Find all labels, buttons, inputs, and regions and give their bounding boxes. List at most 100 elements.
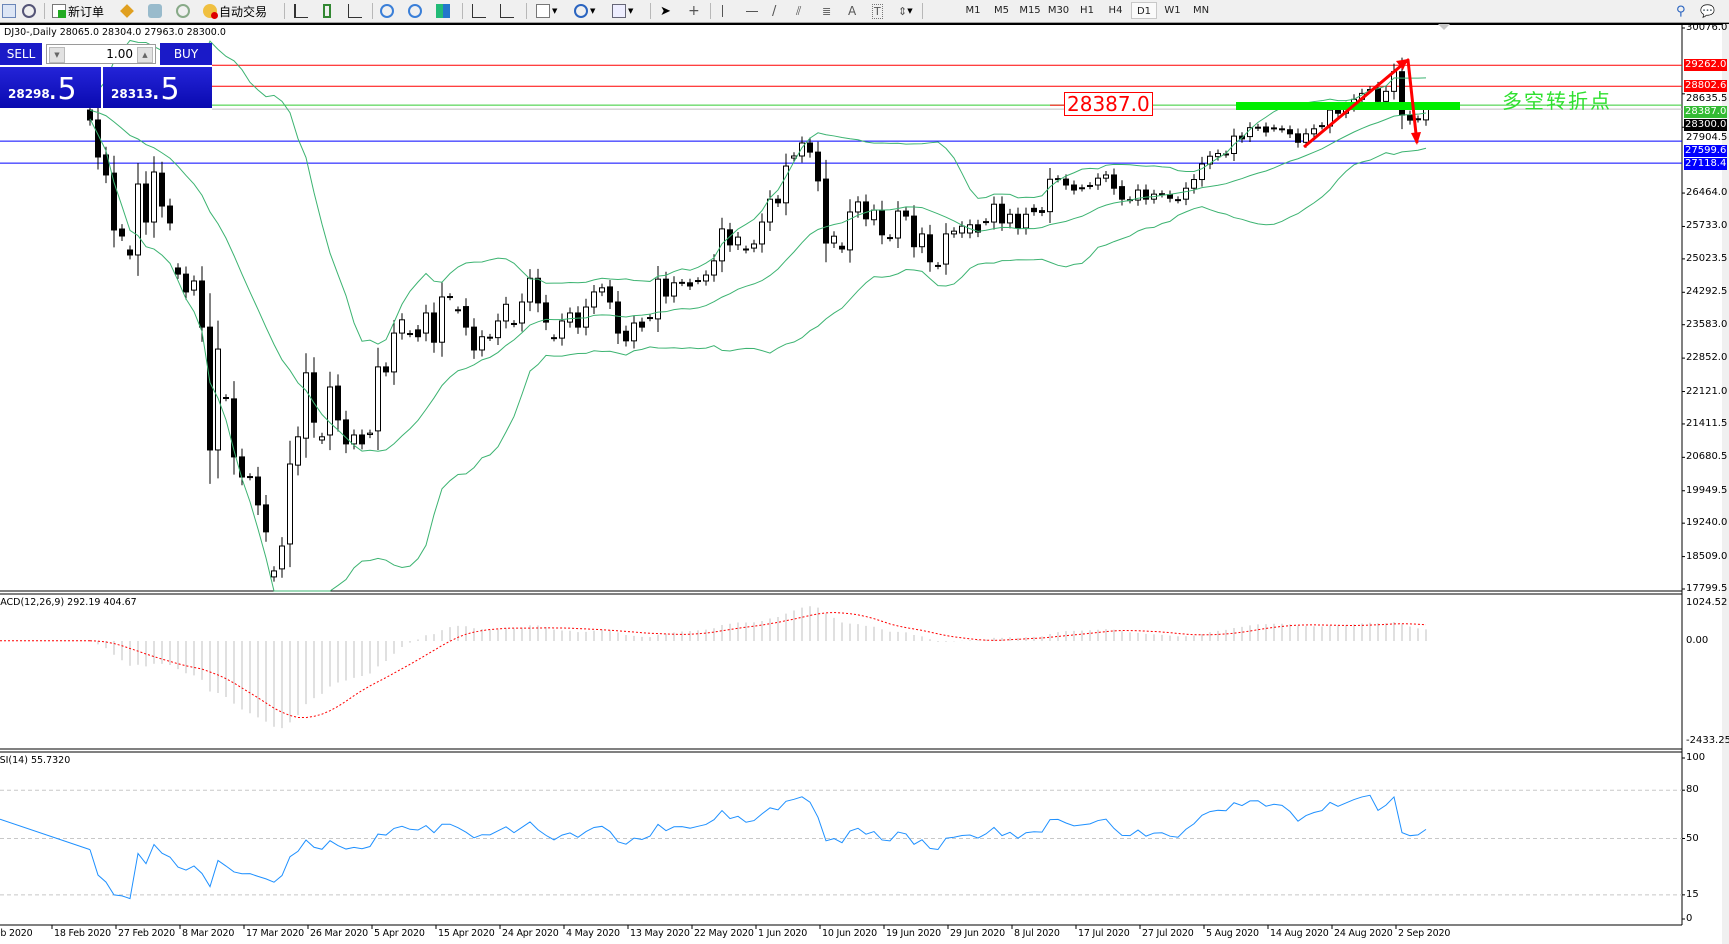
bear-candle <box>863 201 869 220</box>
crosshair-icon[interactable]: + <box>688 3 700 19</box>
sell-price: 28298 <box>8 87 50 101</box>
timeframe-m15[interactable]: M15 <box>1019 5 1041 16</box>
templates-icon[interactable]: ▼ <box>612 2 633 20</box>
buy-price-box[interactable]: 28313 .5 <box>103 67 212 108</box>
macd-signal-line <box>89 612 1427 719</box>
bull-candle <box>1415 118 1421 121</box>
cursor-icon[interactable]: ➤ <box>660 3 671 19</box>
level-price-label[interactable]: 28387.0 <box>1064 92 1153 116</box>
chart-shift-icon[interactable] <box>500 2 516 20</box>
bull-candle <box>1199 163 1205 181</box>
periods-icon[interactable]: ▼ <box>574 2 595 20</box>
line-chart-icon[interactable] <box>348 2 364 20</box>
bear-candle <box>927 234 933 263</box>
text-label-icon[interactable]: T <box>872 3 883 19</box>
candlestick-chart-icon[interactable] <box>320 2 333 20</box>
bull-candle <box>1255 126 1261 129</box>
date-label: 15 Apr 2020 <box>438 928 495 939</box>
bull-candle <box>1423 108 1429 121</box>
lot-size-input[interactable]: ▼ 1.00 ▲ <box>46 44 156 64</box>
bull-candle <box>559 320 565 339</box>
timeframe-w1[interactable]: W1 <box>1164 5 1181 16</box>
date-label: 26 Mar 2020 <box>310 928 369 939</box>
bear-candle <box>199 280 205 328</box>
level-price-tag: 29262.0 <box>1684 59 1727 72</box>
sell-button[interactable]: SELL <box>0 43 42 65</box>
bull-candle <box>295 436 301 466</box>
equidistant-channel-icon[interactable]: ⫽ <box>796 3 802 18</box>
bull-candle <box>679 281 685 284</box>
macd-axis-bottom: -2433.25 <box>1686 735 1729 746</box>
bull-candle <box>887 237 893 240</box>
bear-candle <box>687 282 693 287</box>
indicators-icon[interactable]: ▼ <box>536 2 557 20</box>
bull-candle <box>407 333 413 336</box>
bull-candle <box>447 296 453 299</box>
auto-trading-button[interactable]: 自动交易 <box>203 2 267 20</box>
bull-candle <box>1207 155 1213 165</box>
level-price-tag: 28387.0 <box>1684 106 1727 119</box>
price-tick-label: 21411.5 <box>1686 417 1728 429</box>
timeframe-h1[interactable]: H1 <box>1080 5 1094 16</box>
bear-candle <box>415 329 421 338</box>
bear-candle <box>807 142 813 153</box>
bear-candle <box>207 326 213 451</box>
rsi-line-history <box>0 818 91 851</box>
bear-candle <box>1111 174 1117 189</box>
bear-candle <box>663 278 669 297</box>
bull-candle <box>895 210 901 239</box>
search-icon[interactable]: ⚲ <box>1676 3 1686 19</box>
timeframe-d1[interactable]: D1 <box>1131 2 1157 19</box>
date-label: 19 Jun 2020 <box>886 928 941 939</box>
bear-candle <box>175 267 181 275</box>
bear-candle <box>111 172 117 231</box>
bear-candle <box>119 228 125 237</box>
tile-windows-icon[interactable] <box>436 2 452 20</box>
turning-point-note[interactable]: 多空转折点 <box>1502 89 1612 113</box>
bear-candle <box>471 326 477 351</box>
level-price-tag: 28802.6 <box>1684 80 1727 93</box>
vertical-line-icon[interactable] <box>722 2 723 20</box>
trendline-icon[interactable]: / <box>772 3 777 19</box>
bull-candle <box>703 274 709 282</box>
bull-candle <box>399 319 405 334</box>
zoom-window-icon[interactable] <box>22 2 38 20</box>
new-order-label: 新订单 <box>68 4 105 19</box>
text-icon[interactable]: A <box>848 4 857 18</box>
chat-icon[interactable]: 💬 <box>1700 4 1715 18</box>
bull-candle <box>191 280 197 291</box>
zoom-out-icon[interactable] <box>408 2 424 20</box>
lot-decrease-button[interactable]: ▼ <box>49 47 65 63</box>
chart-window-icon[interactable] <box>2 2 18 20</box>
bear-candle <box>1167 194 1173 199</box>
bear-candle <box>343 419 349 445</box>
data-window-icon[interactable] <box>148 2 164 20</box>
timeframe-mn[interactable]: MN <box>1192 5 1210 16</box>
bear-candle <box>143 183 149 223</box>
bull-candle <box>695 280 701 283</box>
fibonacci-icon[interactable]: ≣ <box>822 4 832 18</box>
bar-chart-icon[interactable] <box>294 2 310 20</box>
bear-candle <box>615 301 621 334</box>
signal-icon[interactable] <box>176 2 192 20</box>
sell-price-box[interactable]: 28298 .5 <box>0 67 101 108</box>
timeframe-h4[interactable]: H4 <box>1108 5 1123 16</box>
new-order-button[interactable]: 新订单 <box>52 2 104 20</box>
timeframe-m30[interactable]: M30 <box>1047 5 1070 16</box>
bull-candle <box>279 545 285 570</box>
arrows-icon[interactable]: ⇕ ▼ <box>898 4 913 18</box>
bollinger-middle <box>89 109 1427 452</box>
timeframe-m5[interactable]: M5 <box>994 5 1009 16</box>
bull-candle <box>647 317 653 320</box>
bear-candle <box>839 245 845 250</box>
zoom-in-icon[interactable] <box>380 2 396 20</box>
lot-increase-button[interactable]: ▲ <box>137 47 153 63</box>
bull-candle <box>1007 213 1013 224</box>
bear-candle <box>159 172 165 207</box>
auto-scroll-icon[interactable] <box>472 2 488 20</box>
bear-candle <box>463 306 469 328</box>
timeframe-m1[interactable]: M1 <box>965 5 981 16</box>
horizontal-line-icon[interactable] <box>746 2 758 20</box>
buy-button[interactable]: BUY <box>160 43 212 65</box>
